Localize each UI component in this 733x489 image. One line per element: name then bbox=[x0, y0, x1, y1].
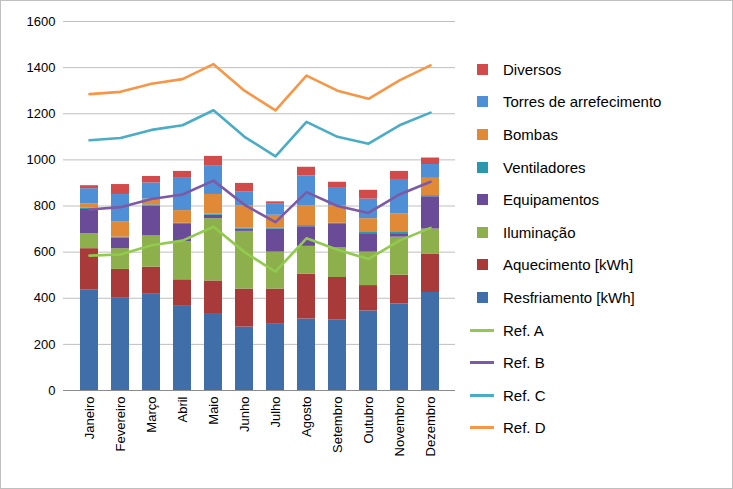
html-text:Bombas: Bombas bbox=[503, 126, 558, 143]
svg-text:Junho: Junho bbox=[237, 397, 252, 432]
html-text:Ref. C: Ref. C bbox=[503, 386, 546, 404]
svg-text:Outubro: Outubro bbox=[361, 397, 376, 444]
svg-text:Abril: Abril bbox=[175, 396, 190, 422]
svg-text:Fevereiro: Fevereiro bbox=[113, 397, 128, 452]
html-text:Iluminação: Iluminação bbox=[503, 223, 576, 241]
svg-text:1000: 1000 bbox=[27, 152, 56, 167]
html-text:Torres de arrefecimento: Torres de arrefecimento bbox=[503, 93, 662, 111]
html-text:Ventiladores: Ventiladores bbox=[503, 158, 586, 176]
svg-text:1600: 1600 bbox=[27, 14, 56, 29]
html-text:Ref. B: Ref. B bbox=[503, 354, 545, 372]
html-text:Equipamentos: Equipamentos bbox=[503, 191, 599, 209]
html-text:Ref. A: Ref. A bbox=[503, 321, 544, 339]
svg-text:Maio: Maio bbox=[206, 397, 221, 425]
svg-text:200: 200 bbox=[34, 337, 56, 352]
svg-text:1400: 1400 bbox=[27, 60, 56, 75]
html-text:Resfriamento [kWh]: Resfriamento [kWh] bbox=[503, 289, 635, 306]
svg-text:0: 0 bbox=[48, 383, 55, 398]
svg-text:Janeiro: Janeiro bbox=[82, 397, 97, 440]
svg-text:600: 600 bbox=[34, 244, 56, 259]
svg-text:Novembro: Novembro bbox=[392, 397, 407, 457]
svg-text:1200: 1200 bbox=[27, 106, 56, 121]
svg-text:Setembro: Setembro bbox=[330, 397, 345, 453]
html-text:Ref. D: Ref. D bbox=[503, 419, 546, 437]
svg-text:Agosto: Agosto bbox=[299, 397, 314, 437]
html-text:Diversos: Diversos bbox=[503, 60, 562, 78]
svg-text:Março: Março bbox=[144, 397, 159, 433]
svg-text:800: 800 bbox=[34, 198, 56, 213]
svg-text:Dezembro: Dezembro bbox=[423, 397, 438, 457]
html-text:Aquecimento [kWh]: Aquecimento [kWh] bbox=[503, 256, 634, 274]
svg-text:400: 400 bbox=[34, 290, 56, 305]
svg-text:Julho: Julho bbox=[268, 397, 283, 428]
